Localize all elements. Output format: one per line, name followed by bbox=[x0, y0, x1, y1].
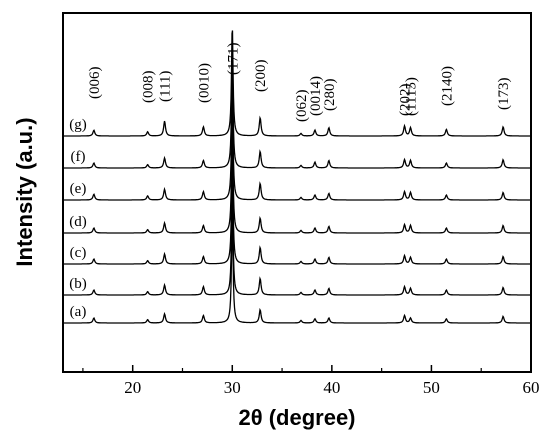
peak-label: (0010) bbox=[196, 63, 212, 103]
series-line-b bbox=[64, 189, 530, 296]
x-tick-label: 40 bbox=[323, 378, 340, 397]
peak-label: (0014) bbox=[308, 76, 324, 116]
series-label: (d) bbox=[69, 214, 87, 230]
peak-label: (280) bbox=[322, 79, 338, 112]
y-axis-title: Intensity (a.u.) bbox=[12, 117, 37, 266]
peak-label: (008) bbox=[141, 71, 157, 104]
series-line-g bbox=[64, 30, 530, 137]
series-layer bbox=[64, 30, 530, 324]
series-line-f bbox=[64, 62, 530, 169]
x-tick-label: 50 bbox=[423, 378, 440, 397]
x-tick-label: 30 bbox=[224, 378, 241, 397]
peak-label: (171) bbox=[225, 43, 241, 76]
series-label: (g) bbox=[69, 117, 87, 133]
peak-label: (200) bbox=[253, 60, 269, 93]
peak-label: (2140) bbox=[439, 66, 455, 106]
series-label: (b) bbox=[69, 276, 87, 292]
peak-label-layer: (006) (008) (111) (0010) (171) (200) (062)(001… bbox=[87, 43, 512, 123]
x-axis-title: 2θ (degree) bbox=[238, 405, 355, 430]
peak-label: (111) bbox=[158, 71, 174, 102]
peak-label: (173) bbox=[496, 78, 512, 111]
peak-label: (062) bbox=[294, 90, 310, 123]
peak-label: (1115) bbox=[404, 77, 420, 116]
series-label: (c) bbox=[70, 245, 87, 261]
series-line-a bbox=[64, 217, 530, 324]
peak-label: (006) bbox=[87, 67, 103, 100]
x-tick-label: 60 bbox=[523, 378, 540, 397]
x-tick-label: 20 bbox=[124, 378, 141, 397]
peak-label: (202) bbox=[398, 84, 414, 117]
x-axis: 20 30 40 50 60 bbox=[82, 365, 540, 397]
series-label: (f) bbox=[71, 149, 86, 165]
series-label-layer: (a) (b) (c) (d) (e) (f) (g) bbox=[69, 117, 87, 320]
series-line-c bbox=[64, 158, 530, 265]
plot-frame bbox=[62, 12, 532, 373]
series-line-d bbox=[64, 127, 530, 234]
series-label: (e) bbox=[70, 181, 87, 197]
series-line-e bbox=[64, 94, 530, 201]
series-label: (a) bbox=[70, 304, 87, 320]
